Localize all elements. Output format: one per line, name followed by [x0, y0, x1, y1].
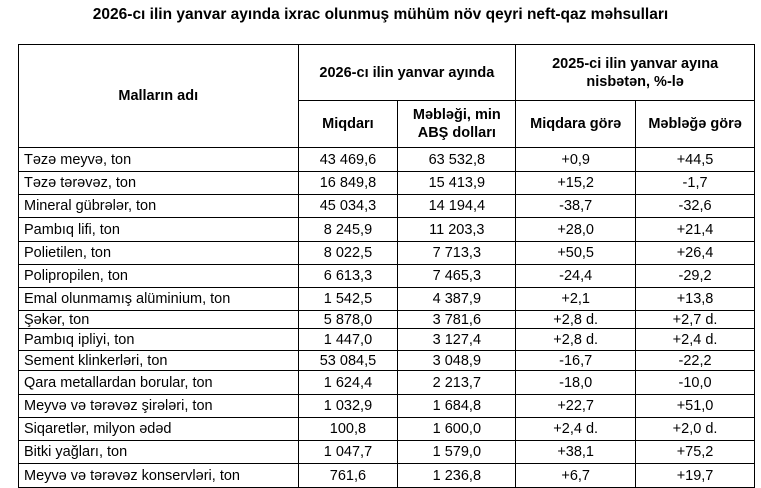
cell-value: 1 684,8 — [397, 394, 517, 418]
cell-value-rel: +19,7 — [635, 463, 755, 488]
cell-name: Polipropilen, ton — [18, 264, 299, 288]
table-row: Meyvə və tərəvəz konservləri, ton 761,6 1 … — [18, 463, 755, 488]
table-row: Polipropilen, ton 6 613,3 7 465,3 -24,4 -29,… — [18, 264, 755, 288]
table-row: Pambıq lifi, ton 8 245,9 11 203,3 +28,0 +21,… — [18, 217, 755, 242]
header-name: Malların adı — [18, 44, 299, 148]
export-table: Malların adı 2026-cı ilin yanvar ayında … — [18, 44, 755, 488]
cell-qty-rel: +50,5 — [515, 241, 637, 265]
cell-value: 4 387,9 — [397, 287, 517, 311]
cell-qty-rel: +28,0 — [515, 217, 637, 242]
cell-value: 7 713,3 — [397, 241, 517, 265]
cell-qty-rel: +2,1 — [515, 287, 637, 311]
cell-qty-rel: -38,7 — [515, 194, 637, 218]
cell-qty: 8 022,5 — [297, 241, 399, 265]
cell-qty: 1 447,0 — [297, 328, 399, 351]
cell-qty: 43 469,6 — [297, 147, 399, 172]
cell-value-rel: +75,2 — [635, 440, 755, 464]
cell-qty: 761,6 — [297, 463, 399, 488]
cell-value-rel: -22,2 — [635, 350, 755, 371]
cell-value-rel: +2,4 d. — [635, 328, 755, 351]
cell-name: Pambıq lifi, ton — [18, 217, 299, 242]
cell-qty-rel: +2,4 d. — [515, 417, 637, 441]
cell-qty: 45 034,3 — [297, 194, 399, 218]
cell-value: 2 213,7 — [397, 370, 517, 395]
cell-value-rel: +51,0 — [635, 394, 755, 418]
cell-name: Siqaretlər, milyon ədəd — [18, 417, 299, 441]
table-row: Mineral gübrələr, ton 45 034,3 14 194,4 -38… — [18, 194, 755, 218]
cell-value: 14 194,4 — [397, 194, 517, 218]
cell-name: Mineral gübrələr, ton — [18, 194, 299, 218]
cell-name: Meyvə və tərəvəz şirələri, ton — [18, 394, 299, 418]
cell-qty: 8 245,9 — [297, 217, 399, 242]
cell-value: 3 048,9 — [397, 350, 517, 371]
cell-value-rel: +21,4 — [635, 217, 755, 242]
cell-qty-rel: +15,2 — [515, 171, 637, 195]
header-value: Məbləği, min ABŞ dolları — [397, 100, 517, 148]
cell-value-rel: +2,0 d. — [635, 417, 755, 441]
cell-value-rel: -32,6 — [635, 194, 755, 218]
cell-qty: 1 032,9 — [297, 394, 399, 418]
cell-qty-rel: +0,9 — [515, 147, 637, 172]
header-value-rel: Məbləğə görə — [635, 100, 755, 148]
cell-qty: 6 613,3 — [297, 264, 399, 288]
table-row: Sement klinkerləri, ton 53 084,5 3 048,9 -1… — [18, 350, 755, 371]
cell-qty-rel: +6,7 — [515, 463, 637, 488]
cell-qty-rel: +22,7 — [515, 394, 637, 418]
cell-qty: 100,8 — [297, 417, 399, 441]
table-row: Bitki yağları, ton 1 047,7 1 579,0 +38,1 +75… — [18, 440, 755, 464]
cell-qty-rel: +38,1 — [515, 440, 637, 464]
header-qty-rel: Miqdara görə — [515, 100, 637, 148]
cell-qty: 1 624,4 — [297, 370, 399, 395]
cell-qty-rel: -16,7 — [515, 350, 637, 371]
cell-value: 1 579,0 — [397, 440, 517, 464]
cell-name: Təzə tərəvəz, ton — [18, 171, 299, 195]
cell-name: Meyvə və tərəvəz konservləri, ton — [18, 463, 299, 488]
cell-name: Bitki yağları, ton — [18, 440, 299, 464]
table-row: Emal olunmamış alüminium, ton 1 542,5 4 38… — [18, 287, 755, 311]
header-group-relative: 2025-ci ilin yanvar ayına nisbətən, %-lə — [515, 44, 755, 101]
cell-name: Polietilen, ton — [18, 241, 299, 265]
cell-name: Təzə meyvə, ton — [18, 147, 299, 172]
cell-value: 11 203,3 — [397, 217, 517, 242]
cell-value: 15 413,9 — [397, 171, 517, 195]
header-qty: Miqdarı — [297, 100, 399, 148]
cell-value-rel: +26,4 — [635, 241, 755, 265]
table-row: Siqaretlər, milyon ədəd 100,8 1 600,0 +2,4 … — [18, 417, 755, 441]
cell-value: 7 465,3 — [397, 264, 517, 288]
table-row: Pambıq ipliyi, ton 1 447,0 3 127,4 +2,8 d. +… — [18, 328, 755, 351]
header-group-current: 2026-cı ilin yanvar ayında — [297, 44, 517, 101]
table-row: Təzə tərəvəz, ton 16 849,8 15 413,9 +15,2 -1… — [18, 171, 755, 195]
cell-value-rel: -29,2 — [635, 264, 755, 288]
cell-qty: 16 849,8 — [297, 171, 399, 195]
cell-name: Qara metallardan borular, ton — [18, 370, 299, 395]
cell-name: Emal olunmamış alüminium, ton — [18, 287, 299, 311]
table-row: Polietilen, ton 8 022,5 7 713,3 +50,5 +26,4 — [18, 241, 755, 265]
cell-value: 3 127,4 — [397, 328, 517, 351]
table-row: Meyvə və tərəvəz şirələri, ton 1 032,9 1 6… — [18, 394, 755, 418]
cell-value-rel: -10,0 — [635, 370, 755, 395]
cell-qty: 1 047,7 — [297, 440, 399, 464]
table-row: Təzə meyvə, ton 43 469,6 63 532,8 +0,9 +44,5 — [18, 147, 755, 172]
cell-qty: 53 084,5 — [297, 350, 399, 371]
cell-name: Pambıq ipliyi, ton — [18, 328, 299, 351]
document-title: 2026-cı ilin yanvar ayında ixrac olunmuş… — [92, 6, 669, 23]
cell-name: Şəkər, ton — [18, 310, 299, 329]
cell-qty-rel: -24,4 — [515, 264, 637, 288]
cell-qty-rel: +2,8 d. — [515, 310, 637, 329]
cell-value-rel: +2,7 d. — [635, 310, 755, 329]
cell-qty: 5 878,0 — [297, 310, 399, 329]
cell-value-rel: +44,5 — [635, 147, 755, 172]
cell-qty-rel: +2,8 d. — [515, 328, 637, 351]
cell-name: Sement klinkerləri, ton — [18, 350, 299, 371]
cell-value: 3 781,6 — [397, 310, 517, 329]
cell-value: 63 532,8 — [397, 147, 517, 172]
cell-value-rel: +13,8 — [635, 287, 755, 311]
table-row: Qara metallardan borular, ton 1 624,4 2 21… — [18, 370, 755, 395]
cell-value: 1 600,0 — [397, 417, 517, 441]
cell-value: 1 236,8 — [397, 463, 517, 488]
cell-qty: 1 542,5 — [297, 287, 399, 311]
table-row: Şəkər, ton 5 878,0 3 781,6 +2,8 d. +2,7 d. — [18, 310, 755, 329]
cell-value-rel: -1,7 — [635, 171, 755, 195]
cell-qty-rel: -18,0 — [515, 370, 637, 395]
